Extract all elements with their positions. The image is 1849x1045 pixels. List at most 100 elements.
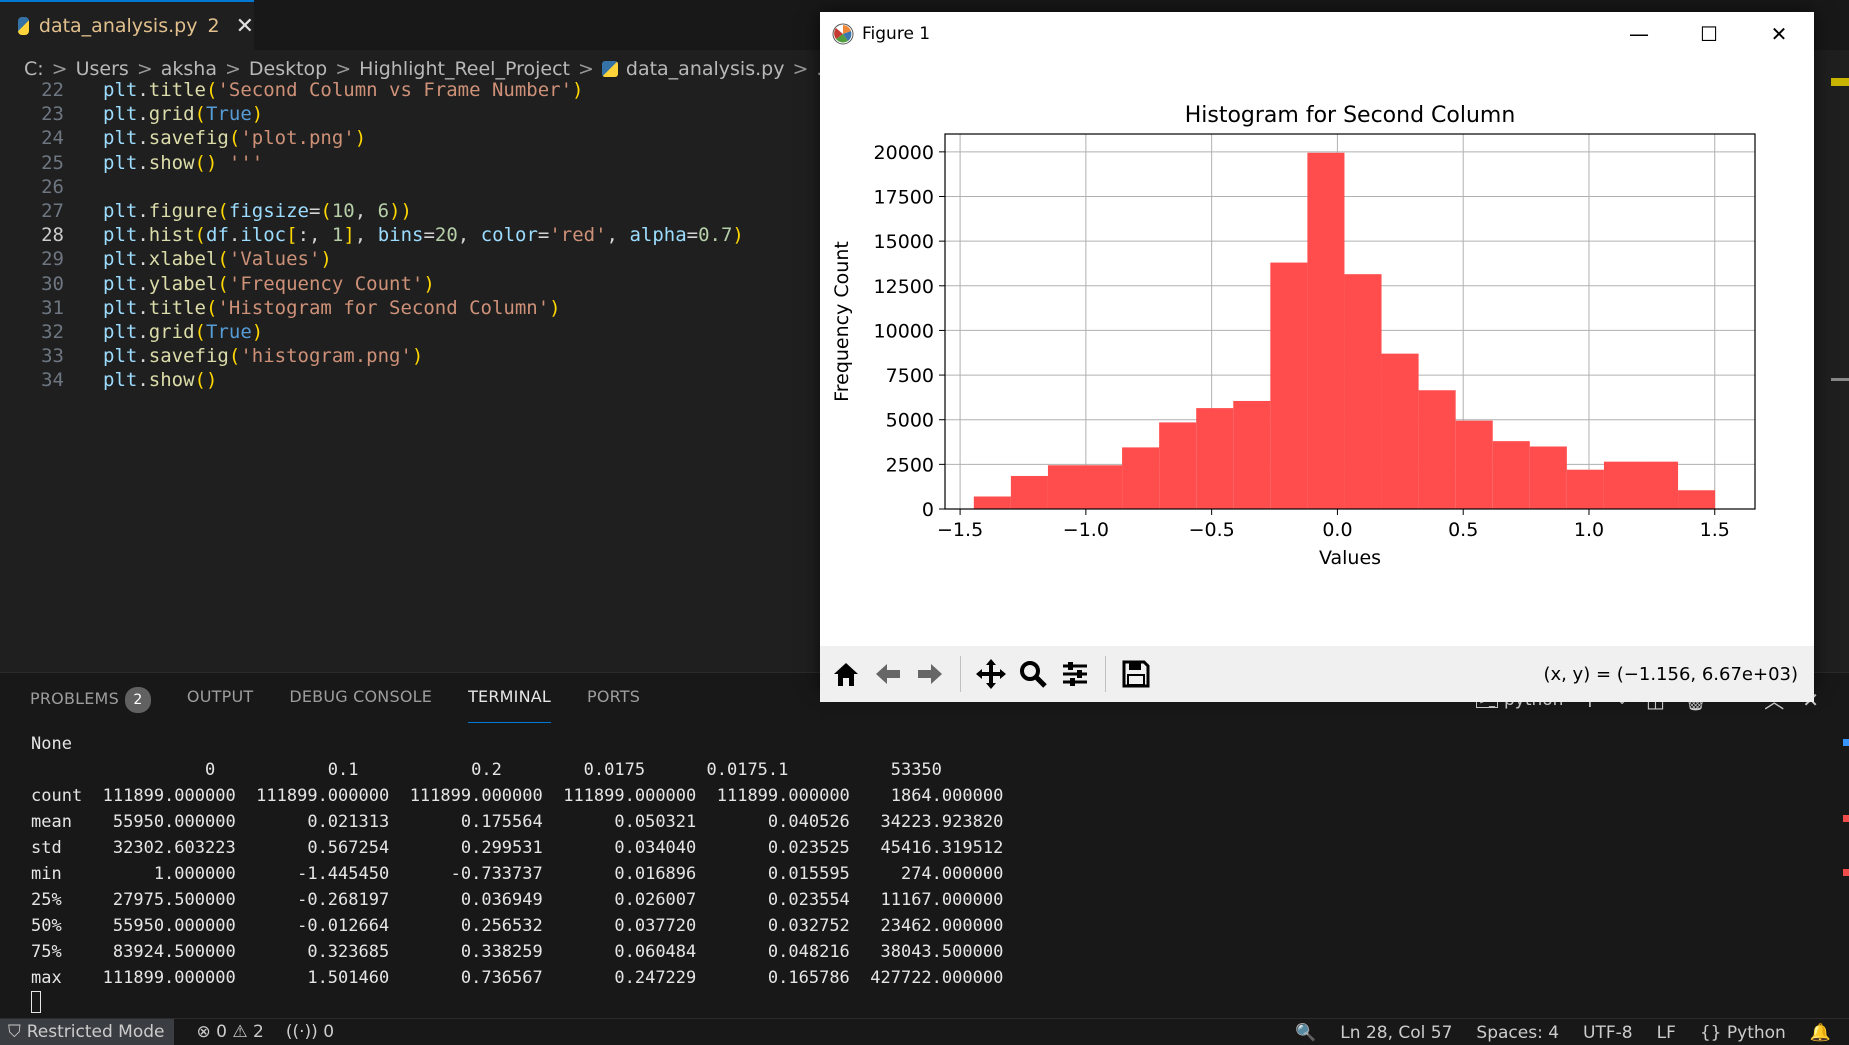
line-number: 22	[41, 82, 64, 101]
home-icon[interactable]	[828, 654, 864, 694]
histogram-bar	[1122, 447, 1160, 509]
pan-move-icon[interactable]	[973, 654, 1009, 694]
matplotlib-icon	[832, 23, 854, 45]
maximize-icon[interactable]: ☐	[1700, 22, 1718, 46]
x-tick-label: 1.0	[1574, 519, 1604, 541]
close-icon[interactable]: ✕	[1770, 22, 1788, 46]
ports-indicator[interactable]: ((·)) 0	[286, 1022, 334, 1042]
code-line[interactable]: 27 plt.figure(figsize=(10, 6))	[0, 197, 1849, 225]
restricted-mode-label: Restricted Mode	[26, 1022, 165, 1042]
terminal-line: 50% 55950.000000 -0.012664 0.256532 0.03…	[31, 916, 1004, 936]
window-controls: — ☐ ✕	[1604, 12, 1814, 56]
y-tick-label: 5000	[886, 410, 934, 432]
cursor-coordinates: (x, y) = (−1.156, 6.67e+03)	[1543, 664, 1798, 685]
terminal-output[interactable]: None 0 0.1 0.2 0.0175 0.0175.1 53350 coun…	[31, 731, 1003, 991]
panel-tabs: PROBLEMS 2 OUTPUT DEBUG CONSOLE TERMINAL …	[30, 687, 640, 723]
code-line[interactable]: 33 plt.savefig('histogram.png')	[0, 342, 1849, 370]
histogram-chart[interactable]: −1.5 −1.0 −0.5 0.0 0.5 1.0 1.5 0 2500 5000 7500 100…	[820, 56, 1814, 646]
breadcrumb-project[interactable]: Highlight_Reel_Project	[359, 58, 570, 80]
breadcrumb-file[interactable]: data_analysis.py	[625, 58, 785, 80]
bottom-panel: PROBLEMS 2 OUTPUT DEBUG CONSOLE TERMINAL …	[0, 672, 1849, 1018]
terminal-line: None	[31, 734, 72, 754]
figure-title: Figure 1	[862, 24, 931, 44]
problems-badge: 2	[124, 687, 151, 713]
encoding[interactable]: UTF-8	[1583, 1022, 1633, 1043]
chevron-right-icon: >	[792, 58, 809, 80]
code-line[interactable]: 31 plt.title('Histogram for Second Column…	[0, 294, 1849, 322]
save-icon[interactable]	[1118, 654, 1154, 694]
line-number: 24	[41, 127, 64, 150]
breadcrumb-drive[interactable]: C:	[24, 58, 44, 80]
chevron-right-icon: >	[136, 58, 153, 80]
line-number: 29	[41, 248, 64, 271]
code-line[interactable]: 29 plt.xlabel('Values')	[0, 245, 1849, 273]
ports-count: 0	[323, 1022, 335, 1042]
line-number: 33	[41, 345, 64, 368]
code-line[interactable]: 32 plt.grid(True)	[0, 318, 1849, 346]
tab-problems[interactable]: PROBLEMS 2	[30, 687, 151, 723]
python-file-icon	[18, 17, 29, 35]
indentation[interactable]: Spaces: 4	[1476, 1022, 1560, 1043]
zoom-icon[interactable]: 🔍	[1295, 1022, 1317, 1043]
problems-indicator[interactable]: ⊗ 0 ⚠ 2	[196, 1022, 263, 1042]
code-text: plt.grid(True)	[103, 321, 264, 343]
configure-subplots-icon[interactable]	[1057, 654, 1093, 694]
code-text: plt.xlabel('Values')	[103, 248, 332, 271]
code-line[interactable]: 34 plt.show()	[0, 366, 1849, 394]
restricted-mode-indicator[interactable]: ⛉ Restricted Mode	[0, 1018, 175, 1045]
histogram-bar	[1307, 152, 1345, 509]
code-line[interactable]: 24 plt.savefig('plot.png')	[0, 124, 1849, 152]
terminal-line: 25% 27975.500000 -0.268197 0.036949 0.02…	[31, 890, 1004, 910]
histogram-bar	[1603, 461, 1641, 509]
histogram-bar	[1196, 408, 1234, 509]
cursor-position[interactable]: Ln 28, Col 57	[1340, 1022, 1453, 1043]
status-bar: ⛉ Restricted Mode ⊗ 0 ⚠ 2 ((·)) 0 🔍 Ln 2…	[0, 1018, 1849, 1045]
y-tick-label: 15000	[874, 231, 934, 253]
code-line[interactable]: 28 plt.hist(df.iloc[:, 1], bins=20, color…	[0, 221, 1849, 249]
toolbar-divider	[1105, 656, 1106, 692]
forward-arrow-icon[interactable]	[912, 654, 948, 694]
breadcrumb-users[interactable]: Users	[75, 58, 129, 80]
code-text: plt.figure(figsize=(10, 6))	[103, 200, 412, 222]
back-arrow-icon[interactable]	[870, 654, 906, 694]
figure-titlebar[interactable]: Figure 1 — ☐ ✕	[820, 12, 1814, 56]
code-line[interactable]: 25 plt.show() '''	[0, 149, 1849, 177]
code-line[interactable]: 30 plt.ylabel('Frequency Count')	[0, 270, 1849, 298]
tab-data-analysis[interactable]: data_analysis.py 2 ✕	[0, 0, 254, 50]
line-number: 23	[41, 103, 64, 126]
histogram-bar	[1492, 441, 1530, 509]
code-line[interactable]: 23 plt.grid(True)	[0, 100, 1849, 128]
end-of-line[interactable]: LF	[1656, 1022, 1676, 1043]
close-icon[interactable]: ✕	[235, 13, 254, 39]
code-line[interactable]: 26	[0, 173, 1849, 201]
breadcrumb-user[interactable]: aksha	[160, 58, 217, 80]
line-number: 27	[41, 200, 64, 222]
chevron-right-icon: >	[224, 58, 241, 80]
y-tick-label: 12500	[874, 276, 934, 298]
editor-scrollbar[interactable]	[1831, 378, 1849, 381]
line-number: 25	[41, 151, 64, 174]
warning-count: 2	[253, 1022, 264, 1042]
zoom-icon[interactable]	[1015, 654, 1051, 694]
terminal-line: 75% 83924.500000 0.323685 0.338259 0.060…	[31, 942, 1004, 962]
minimize-icon[interactable]: —	[1629, 22, 1649, 46]
code-line[interactable]: 22 plt.title('Second Column vs Frame Numb…	[0, 82, 1849, 104]
tab-output[interactable]: OUTPUT	[186, 687, 254, 706]
histogram-bar	[1529, 446, 1567, 509]
language-mode[interactable]: {} Python	[1700, 1023, 1786, 1043]
x-tick-label: −0.5	[1189, 519, 1235, 541]
bell-icon[interactable]: 🔔	[1809, 1022, 1831, 1043]
broadcast-icon: ((·))	[285, 1022, 318, 1042]
tab-terminal[interactable]: TERMINAL	[468, 687, 552, 723]
code-text: plt.show()	[103, 369, 218, 392]
tab-ports[interactable]: PORTS	[587, 687, 641, 706]
x-tick-label: 0.0	[1322, 519, 1352, 541]
warning-icon: ⚠	[232, 1022, 248, 1042]
code-text: plt.show() '''	[103, 151, 264, 174]
histogram-bar	[1233, 400, 1271, 509]
chevron-right-icon: >	[335, 58, 352, 80]
tab-debug-console[interactable]: DEBUG CONSOLE	[289, 687, 433, 706]
breadcrumb-desktop[interactable]: Desktop	[248, 58, 328, 80]
chart-title: Histogram for Second Column	[1185, 103, 1516, 128]
error-icon: ⊗	[196, 1022, 211, 1042]
